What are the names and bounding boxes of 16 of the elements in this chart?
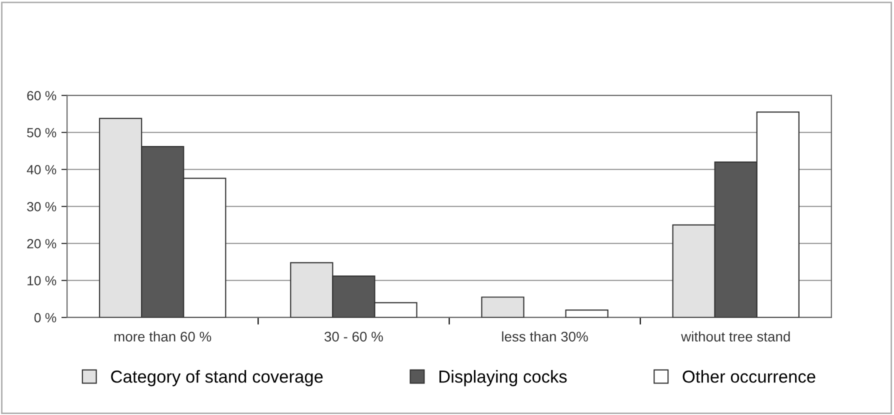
y-tick-label: 10 %	[28, 276, 56, 286]
x-tick-label: 30 - 60 %	[324, 332, 383, 342]
x-tick-label: without tree stand	[681, 331, 790, 342]
bar	[565, 310, 608, 318]
x-tick-label: more than 60 %	[114, 331, 212, 342]
x-tick-label: less than 30%	[502, 331, 588, 342]
y-tick-label: 40 %	[26, 165, 56, 174]
legend-label: Displaying cocks	[439, 370, 567, 386]
y-tick-label: 30 %	[27, 202, 56, 212]
legend-label: Category of stand coverage	[111, 370, 323, 386]
y-tick-label: 60 %	[27, 91, 56, 100]
y-tick-label: 0 %	[34, 313, 56, 322]
bar	[481, 296, 524, 318]
legend-label: Other occurrence	[682, 370, 816, 383]
y-tick-label: 50 %	[27, 128, 56, 138]
y-tick-label: 20 %	[27, 239, 56, 248]
